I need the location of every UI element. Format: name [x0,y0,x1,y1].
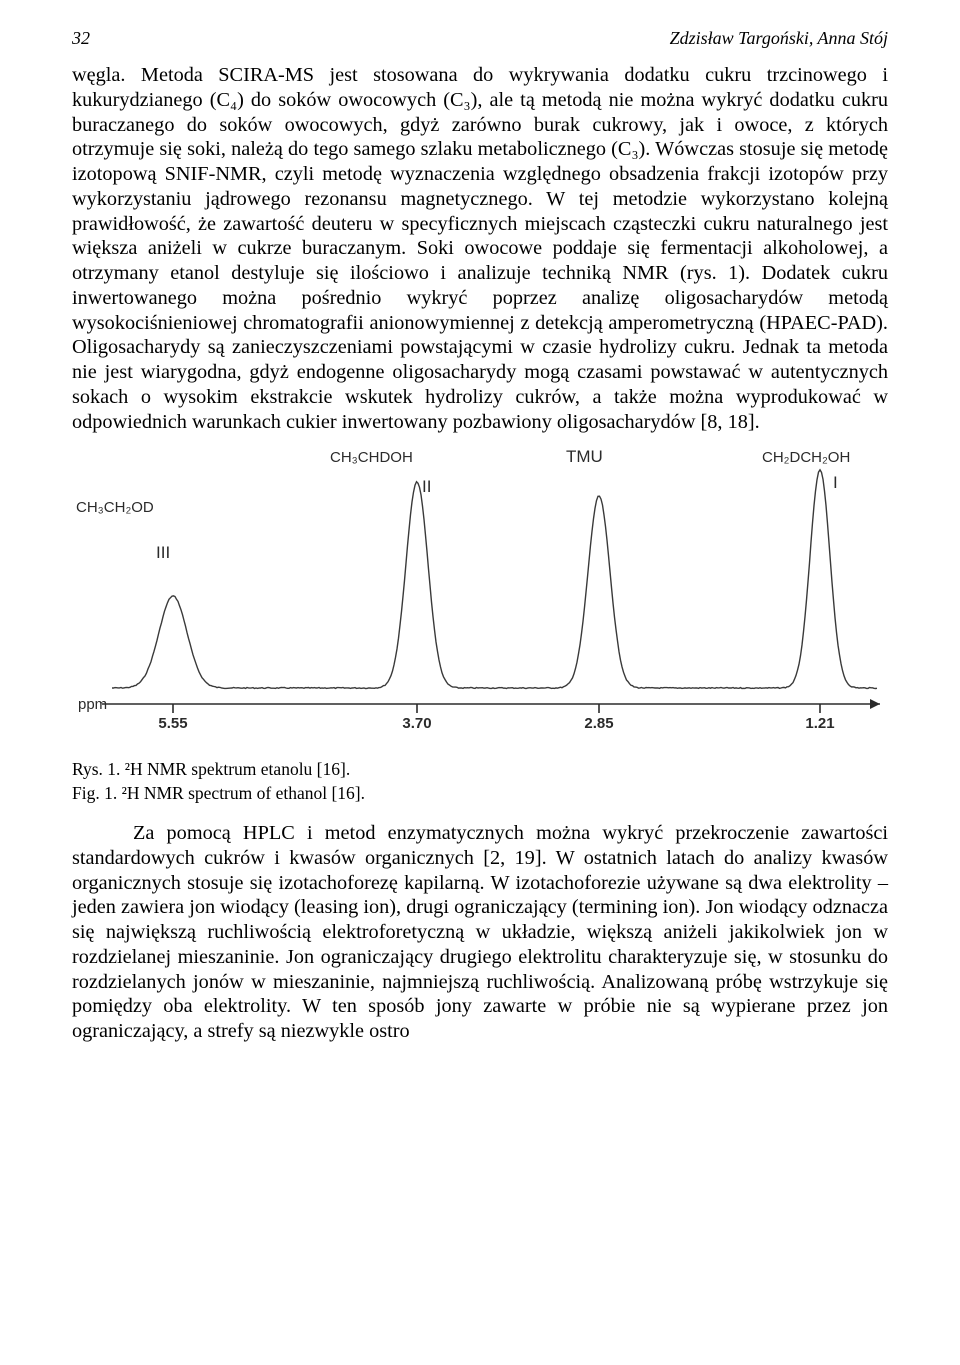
spacer [72,807,888,821]
svg-text:2.85: 2.85 [584,715,613,732]
running-head: Zdzisław Targoński, Anna Stój [670,28,888,49]
page-number: 32 [72,28,90,49]
svg-text:I: I [833,473,838,492]
svg-text:III: III [156,543,170,562]
svg-text:TMU: TMU [566,450,603,466]
svg-text:CH₃CHDOH: CH₃CHDOH [330,450,413,466]
svg-text:II: II [422,477,431,496]
figure-caption-rys: Rys. 1. ²H NMR spektrum etanolu [16]. [72,759,888,781]
nmr-spectrum-figure: ppm 5.55 3.70 2.85 1.21 III CH₃CH₂OD II CH₃CHDOH… [72,450,888,755]
svg-text:ppm: ppm [78,696,107,713]
page-header: 32 Zdzisław Targoński, Anna Stój [72,28,888,49]
figure-caption-fig: Fig. 1. ²H NMR spectrum of ethanol [16]. [72,783,888,805]
paragraph-2-text: Za pomocą HPLC i metod enzymatycznych mo… [72,822,888,1042]
svg-text:3.70: 3.70 [402,715,431,732]
svg-text:1.21: 1.21 [805,715,834,732]
paragraph-2: Za pomocą HPLC i metod enzymatycznych mo… [72,821,888,1044]
svg-text:CH₂DCH₂OH: CH₂DCH₂OH [762,450,850,466]
nmr-spectrum-svg: ppm 5.55 3.70 2.85 1.21 III CH₃CH₂OD II CH₃CHDOH… [72,450,888,750]
paragraph-1: węgla. Metoda SCIRA-MS jest stosowana do… [72,63,888,434]
svg-text:5.55: 5.55 [158,715,187,732]
svg-text:CH₃CH₂OD: CH₃CH₂OD [76,499,154,516]
